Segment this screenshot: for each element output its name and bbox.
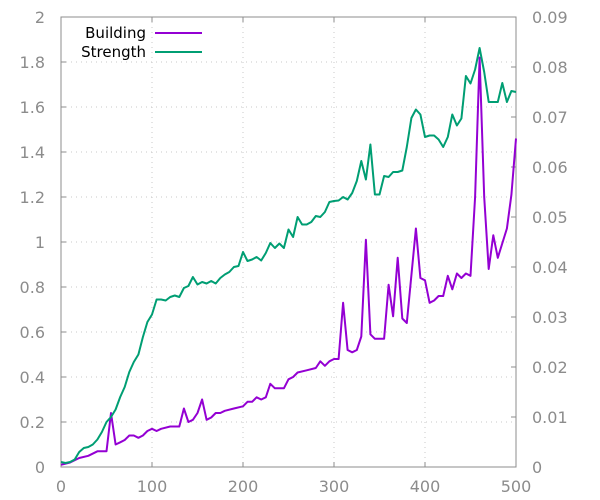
x-tick-label: 500 [501,477,532,496]
y-tick-label: 1.4 [20,143,45,162]
y2-tick-label: 0.07 [532,108,568,127]
y-tick-label: 0.6 [20,323,45,342]
y2-tick-label: 0.09 [532,8,568,27]
y2-tick-label: 0.08 [532,58,568,77]
x-tick-label: 0 [56,477,66,496]
y2-tick-label: 0.06 [532,158,568,177]
y-tick-label: 0.8 [20,278,45,297]
x-tick-label: 100 [137,477,168,496]
y-tick-label: 1.6 [20,98,45,117]
y2-tick-label: 0.01 [532,408,568,427]
series-line-building [60,56,517,466]
y-tick-label: 1.8 [20,53,45,72]
y-tick-label: 1.2 [20,188,45,207]
y-tick-label: 1 [35,233,45,252]
x-tick-label: 200 [228,477,259,496]
y2-tick-label: 0.02 [532,358,568,377]
y-tick-label: 2 [35,8,45,27]
y-tick-label: 0.2 [20,413,45,432]
y2-tick-label: 0.04 [532,258,568,277]
legend-label-building: Building [85,24,146,42]
series-line-strength [60,47,517,464]
legend-label-strength: Strength [81,43,146,61]
axis-ticks: 0 100 200 300 400 50000.20.40.60.811.21.41.61… [20,8,568,496]
y-tick-label: 0.4 [20,368,45,387]
y2-tick-label: 0 [532,458,542,477]
x-tick-label: 300 [319,477,350,496]
y2-tick-label: 0.03 [532,308,568,327]
y-tick-label: 0 [35,458,45,477]
x-tick-label: 400 [410,477,441,496]
plot-border [60,16,517,468]
grid [61,17,516,467]
series [60,47,517,466]
y2-tick-label: 0.05 [532,208,568,227]
